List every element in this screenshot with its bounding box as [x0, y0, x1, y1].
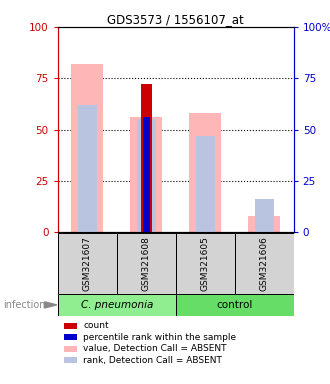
Text: value, Detection Call = ABSENT: value, Detection Call = ABSENT	[83, 344, 227, 353]
Bar	[176, 233, 235, 294]
Bar	[58, 233, 117, 294]
Bar	[141, 84, 151, 232]
Text: control: control	[216, 300, 253, 310]
Title: GDS3573 / 1556107_at: GDS3573 / 1556107_at	[107, 13, 244, 26]
Bar	[255, 199, 274, 232]
Text: GSM321605: GSM321605	[201, 236, 210, 291]
Bar	[248, 216, 280, 232]
Text: count: count	[83, 321, 109, 330]
Text: C. pneumonia: C. pneumonia	[81, 300, 153, 310]
Text: percentile rank within the sample: percentile rank within the sample	[83, 333, 237, 342]
Bar	[235, 233, 294, 294]
Bar	[196, 136, 214, 232]
Bar	[137, 119, 156, 232]
Bar	[130, 117, 162, 232]
Text: rank, Detection Call = ABSENT: rank, Detection Call = ABSENT	[83, 356, 222, 365]
Bar	[71, 64, 104, 232]
Bar	[176, 294, 294, 316]
Bar	[58, 294, 176, 316]
Bar	[117, 233, 176, 294]
Text: GSM321607: GSM321607	[83, 236, 92, 291]
Bar	[78, 105, 97, 232]
Text: GSM321606: GSM321606	[260, 236, 269, 291]
Text: GSM321608: GSM321608	[142, 236, 151, 291]
Polygon shape	[45, 302, 57, 308]
Bar	[143, 117, 150, 232]
Bar	[189, 113, 221, 232]
Text: infection: infection	[3, 300, 46, 310]
